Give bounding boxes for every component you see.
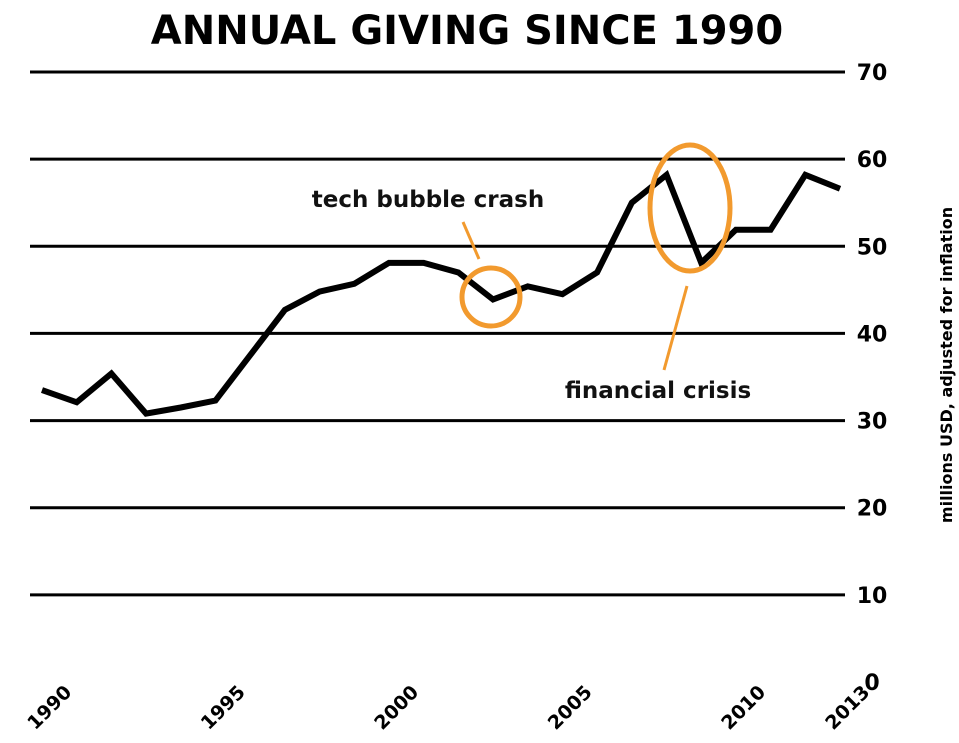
y-axis-label: millions USD, adjusted for inflation — [937, 207, 956, 523]
annotations: tech bubble crash financial crisis — [312, 142, 751, 404]
tech-bubble-leader-line — [461, 221, 481, 260]
y-tick-label: 0 — [864, 671, 879, 696]
x-tick-label: 1990 — [23, 681, 76, 734]
tech-bubble-circle — [459, 265, 523, 329]
x-tick-label: 2013 — [821, 681, 874, 734]
chart-title: ANNUAL GIVING SINCE 1990 — [151, 8, 783, 54]
y-tick-label: 50 — [857, 235, 888, 260]
x-tick-label: 2010 — [717, 681, 770, 734]
y-tick-label: 40 — [857, 322, 888, 347]
y-tick-label: 60 — [857, 148, 888, 173]
y-tick-label: 70 — [857, 61, 888, 86]
y-tick-labels: 0 10 20 30 40 50 60 70 — [857, 61, 888, 696]
x-tick-label: 2000 — [370, 681, 423, 734]
y-tick-label: 20 — [857, 497, 888, 522]
x-tick-labels: 1990 1995 2000 2005 2010 2013 — [23, 681, 874, 734]
series-line-group — [41, 169, 842, 417]
gridlines — [30, 70, 845, 597]
x-tick-label: 1995 — [197, 681, 250, 734]
financial-crisis-ellipse — [647, 142, 733, 274]
series-line — [41, 169, 842, 417]
y-tick-label: 10 — [857, 584, 888, 609]
financial-crisis-label: financial crisis — [565, 378, 751, 404]
y-tick-label: 30 — [857, 410, 888, 435]
financial-crisis-leader-line — [662, 285, 689, 371]
x-tick-label: 2005 — [544, 681, 597, 734]
tech-bubble-label: tech bubble crash — [312, 187, 544, 213]
